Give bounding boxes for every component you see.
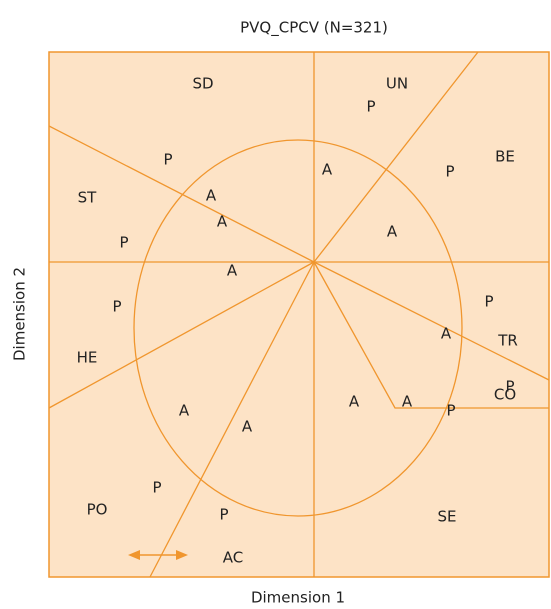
region-label: CO	[494, 386, 516, 404]
point-label: A	[242, 418, 253, 436]
region-label: ST	[78, 189, 98, 207]
point-label: P	[112, 298, 121, 316]
region-label: UN	[386, 75, 408, 93]
x-axis-label: Dimension 1	[251, 589, 345, 607]
region-label: SD	[192, 75, 213, 93]
point-label: A	[179, 402, 190, 420]
point-label: P	[219, 506, 228, 524]
point-label: P	[119, 234, 128, 252]
point-label: A	[206, 187, 217, 205]
plot-area	[48, 51, 550, 578]
point-label: P	[446, 402, 455, 420]
region-label: HE	[77, 349, 98, 367]
point-label: P	[505, 378, 514, 396]
point-label: A	[322, 161, 333, 179]
arrow	[128, 550, 188, 560]
point-label: P	[484, 293, 493, 311]
region-label: SE	[438, 508, 457, 526]
point-label: P	[152, 479, 161, 497]
region-label: AC	[223, 549, 243, 567]
point-label: A	[217, 213, 228, 231]
point-label: A	[387, 223, 398, 241]
region-label: TR	[497, 332, 518, 350]
point-label: P	[163, 151, 172, 169]
point-label: A	[349, 393, 360, 411]
y-axis-label: Dimension 2	[11, 267, 29, 361]
point-label: A	[402, 393, 413, 411]
region-label: PO	[87, 501, 108, 519]
point-label: P	[445, 163, 454, 181]
title: PVQ_CPCV (N=321)	[240, 19, 388, 38]
partition-lines	[48, 51, 550, 578]
point-label: A	[227, 262, 238, 280]
point-label: P	[366, 98, 375, 116]
point-label: A	[441, 325, 452, 343]
region-label: BE	[495, 148, 515, 166]
